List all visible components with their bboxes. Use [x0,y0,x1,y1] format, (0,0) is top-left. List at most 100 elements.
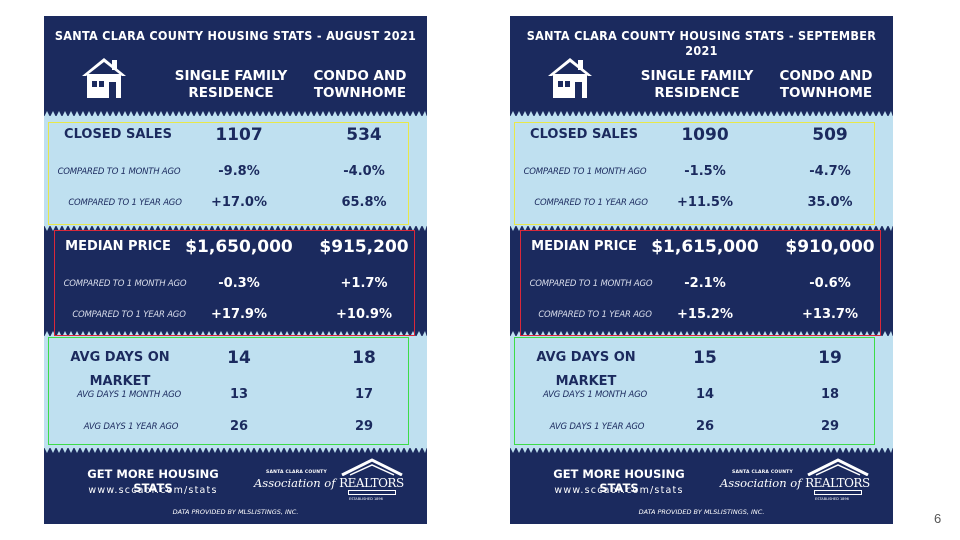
closed-sales-month-row: COMPARED TO 1 MONTH AGO -1.5% -4.7% [510,160,893,184]
value-condo: 19 [818,348,842,368]
avg-days-band [44,331,427,453]
card-title: SANTA CLARA COUNTY HOUSING STATS - SEPTE… [526,28,877,58]
closed-sales-year-row: COMPARED TO 1 YEAR AGO +17.0% 65.8% [44,191,427,215]
value-single-family: 14 [227,348,251,368]
stats-link[interactable]: www.sccaor.com/stats [88,485,218,496]
median-price-month-row: COMPARED TO 1 MONTH AGO -0.3% +1.7% [44,272,427,296]
data-credit: DATA PROVIDED BY MLSLISTINGS, INC. [172,508,299,516]
column-header-line-1: SINGLE FAMILY [640,68,754,84]
house-icon [548,58,592,98]
avg-days-month-row: AVG DAYS 1 MONTH AGO 14 18 [510,383,893,407]
row-label: AVG DAYS 1 YEAR AGO [549,422,645,432]
row-label: CLOSED SALES [530,127,638,142]
column-header-condo: CONDO AND TOWNHOME [300,68,420,102]
footer-heading: GET MORE HOUSING STATS [553,467,685,495]
house-icon [82,58,126,98]
column-header-line-1: SINGLE FAMILY [174,68,288,84]
value-condo: -4.7% [809,164,851,179]
realtor-roof-logo [807,458,869,476]
median-price-row: MEDIAN PRICE $1,650,000 $915,200 [44,235,427,259]
logo-established-text: ESTABLISHED 1896 [815,497,849,501]
avg-days-year-row: AVG DAYS 1 YEAR AGO 26 29 [44,415,427,439]
row-label: COMPARED TO 1 MONTH AGO [523,167,647,177]
value-single-family: 1090 [681,125,729,145]
closed-sales-year-row: COMPARED TO 1 YEAR AGO +11.5% 35.0% [510,191,893,215]
median-price-year-row: COMPARED TO 1 YEAR AGO +17.9% +10.9% [44,303,427,327]
row-label: COMPARED TO 1 MONTH AGO [63,279,187,289]
value-condo: +1.7% [340,276,388,291]
zigzag-edge [44,447,427,453]
column-header-line-2: TOWNHOME [779,85,873,101]
column-header-single-family: SINGLE FAMILY RESIDENCE [171,68,291,102]
value-single-family: -2.1% [684,276,726,291]
value-condo: 35.0% [807,195,853,210]
value-condo: $910,000 [785,237,875,257]
value-condo: +10.9% [336,307,392,322]
value-condo: -4.0% [343,164,385,179]
value-condo: +13.7% [802,307,858,322]
median-price-year-row: COMPARED TO 1 YEAR AGO +15.2% +13.7% [510,303,893,327]
zigzag-edge [44,331,427,337]
value-single-family: 1107 [215,125,263,145]
realtors-association-logo: SANTA CLARA COUNTY Association of REALTO… [718,458,878,502]
value-condo: 29 [820,419,840,434]
value-single-family: 26 [695,419,715,434]
zigzag-edge [44,111,427,117]
value-single-family: -9.8% [218,164,260,179]
column-header-single-family: SINGLE FAMILY RESIDENCE [637,68,757,102]
page-number: 6 [934,511,942,526]
closed-sales-row: CLOSED SALES 1107 534 [44,123,427,147]
row-label: MEDIAN PRICE [531,239,637,254]
value-condo: 18 [820,387,840,402]
value-condo: 65.8% [341,195,387,210]
value-condo: 18 [352,348,376,368]
data-credit: DATA PROVIDED BY MLSLISTINGS, INC. [638,508,765,516]
zigzag-edge [510,331,893,337]
row-label: AVG DAYS ON MARKET [536,350,636,389]
value-condo: -0.6% [809,276,851,291]
card-title: SANTA CLARA COUNTY HOUSING STATS - AUGUS… [54,28,417,43]
row-label: COMPARED TO 1 MONTH AGO [57,167,181,177]
closed-sales-month-row: COMPARED TO 1 MONTH AGO -9.8% -4.0% [44,160,427,184]
value-single-family: +17.0% [211,195,267,210]
zigzag-edge [510,447,893,453]
logo-association-of: Association of [720,476,802,490]
column-header-line-2: TOWNHOME [313,85,407,101]
avg-days-month-row: AVG DAYS 1 MONTH AGO 13 17 [44,383,427,407]
row-label: AVG DAYS 1 MONTH AGO [542,390,647,400]
logo-realtors-text: REALTORS [805,476,870,490]
value-condo: 534 [346,125,382,145]
avg-days-year-row: AVG DAYS 1 YEAR AGO 26 29 [510,415,893,439]
avg-days-row: AVG DAYS ON MARKET 15 19 [510,346,893,389]
value-single-family: +17.9% [211,307,267,322]
value-condo: 29 [354,419,374,434]
logo-county-text: SANTA CLARA COUNTY [266,470,327,475]
row-label: COMPARED TO 1 MONTH AGO [529,279,653,289]
value-condo: 509 [812,125,848,145]
logo-established-box [348,490,396,495]
zigzag-edge [510,111,893,117]
stats-card-september: SANTA CLARA COUNTY HOUSING STATS - SEPTE… [510,16,893,524]
row-label: AVG DAYS ON MARKET [70,350,170,389]
closed-sales-band [510,111,893,231]
stats-link[interactable]: www.sccaor.com/stats [554,485,684,496]
value-condo: $915,200 [319,237,409,257]
row-label: AVG DAYS 1 MONTH AGO [76,390,181,400]
logo-association-of: Association of [254,476,336,490]
footer-heading: GET MORE HOUSING STATS [87,467,219,495]
value-single-family: $1,615,000 [651,237,759,257]
value-single-family: 14 [695,387,715,402]
value-single-family: 26 [229,419,249,434]
value-condo: 17 [354,387,374,402]
column-header-line-1: CONDO AND [779,68,873,84]
avg-days-row: AVG DAYS ON MARKET 14 18 [44,346,427,389]
logo-county-text: SANTA CLARA COUNTY [732,470,793,475]
avg-days-band [510,331,893,453]
realtors-association-logo: SANTA CLARA COUNTY Association of REALTO… [252,458,412,502]
value-single-family: $1,650,000 [185,237,293,257]
column-header-line-2: RESIDENCE [654,85,740,101]
zigzag-edge [44,225,427,231]
row-label: AVG DAYS 1 YEAR AGO [83,422,179,432]
value-single-family: -0.3% [218,276,260,291]
row-label: CLOSED SALES [64,127,172,142]
